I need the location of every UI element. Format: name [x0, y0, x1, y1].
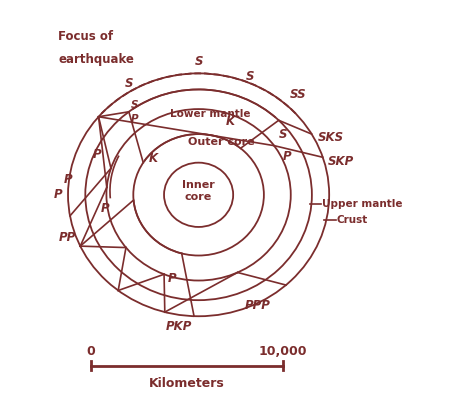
Text: Inner
core: Inner core: [182, 180, 215, 202]
Text: S: S: [279, 128, 287, 141]
Text: earthquake: earthquake: [58, 53, 134, 66]
Text: 0: 0: [87, 345, 95, 358]
Text: Focus of: Focus of: [58, 30, 114, 43]
Text: S: S: [246, 70, 254, 83]
Text: P: P: [54, 188, 62, 201]
Text: K: K: [148, 152, 157, 165]
Text: SKS: SKS: [318, 131, 344, 144]
Text: PKP: PKP: [166, 320, 192, 333]
Text: S: S: [125, 77, 133, 90]
Text: SS: SS: [290, 88, 306, 101]
Text: S: S: [131, 100, 138, 110]
Text: Upper mantle: Upper mantle: [322, 199, 402, 209]
Text: Crust: Crust: [337, 215, 368, 225]
Text: 10,000: 10,000: [259, 345, 307, 358]
Text: Kilometers: Kilometers: [149, 377, 225, 390]
Text: P: P: [283, 150, 291, 163]
Text: SKP: SKP: [328, 155, 354, 168]
Text: PPP: PPP: [245, 299, 271, 312]
Text: Outer core: Outer core: [188, 137, 255, 147]
Text: PP: PP: [59, 231, 76, 244]
Text: P: P: [64, 173, 72, 186]
Text: P: P: [93, 148, 101, 161]
Text: P: P: [168, 272, 176, 285]
Text: S: S: [194, 55, 203, 68]
Text: Lower mantle: Lower mantle: [170, 109, 250, 119]
Text: P: P: [131, 114, 138, 124]
Text: P: P: [101, 201, 109, 214]
Text: K: K: [226, 115, 235, 128]
